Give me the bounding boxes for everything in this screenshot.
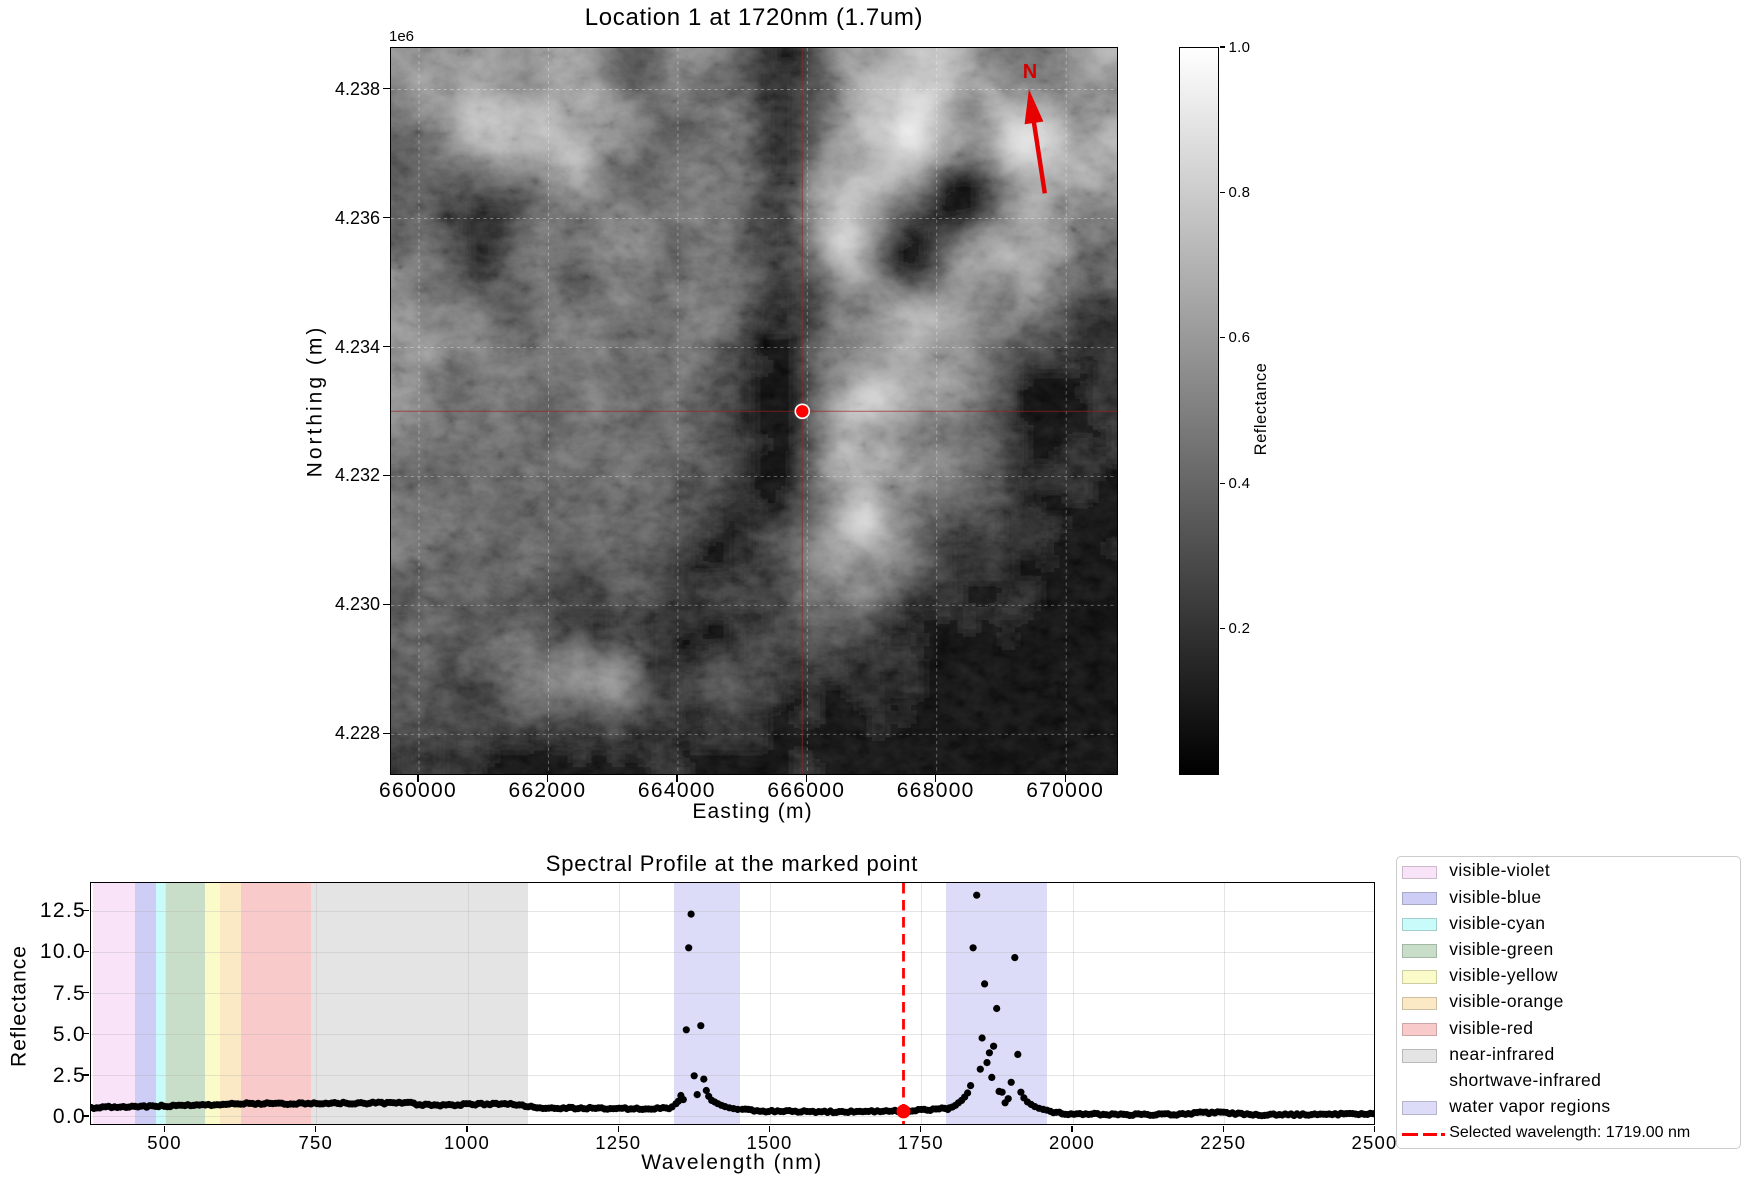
svg-text:N: N (1023, 61, 1037, 83)
